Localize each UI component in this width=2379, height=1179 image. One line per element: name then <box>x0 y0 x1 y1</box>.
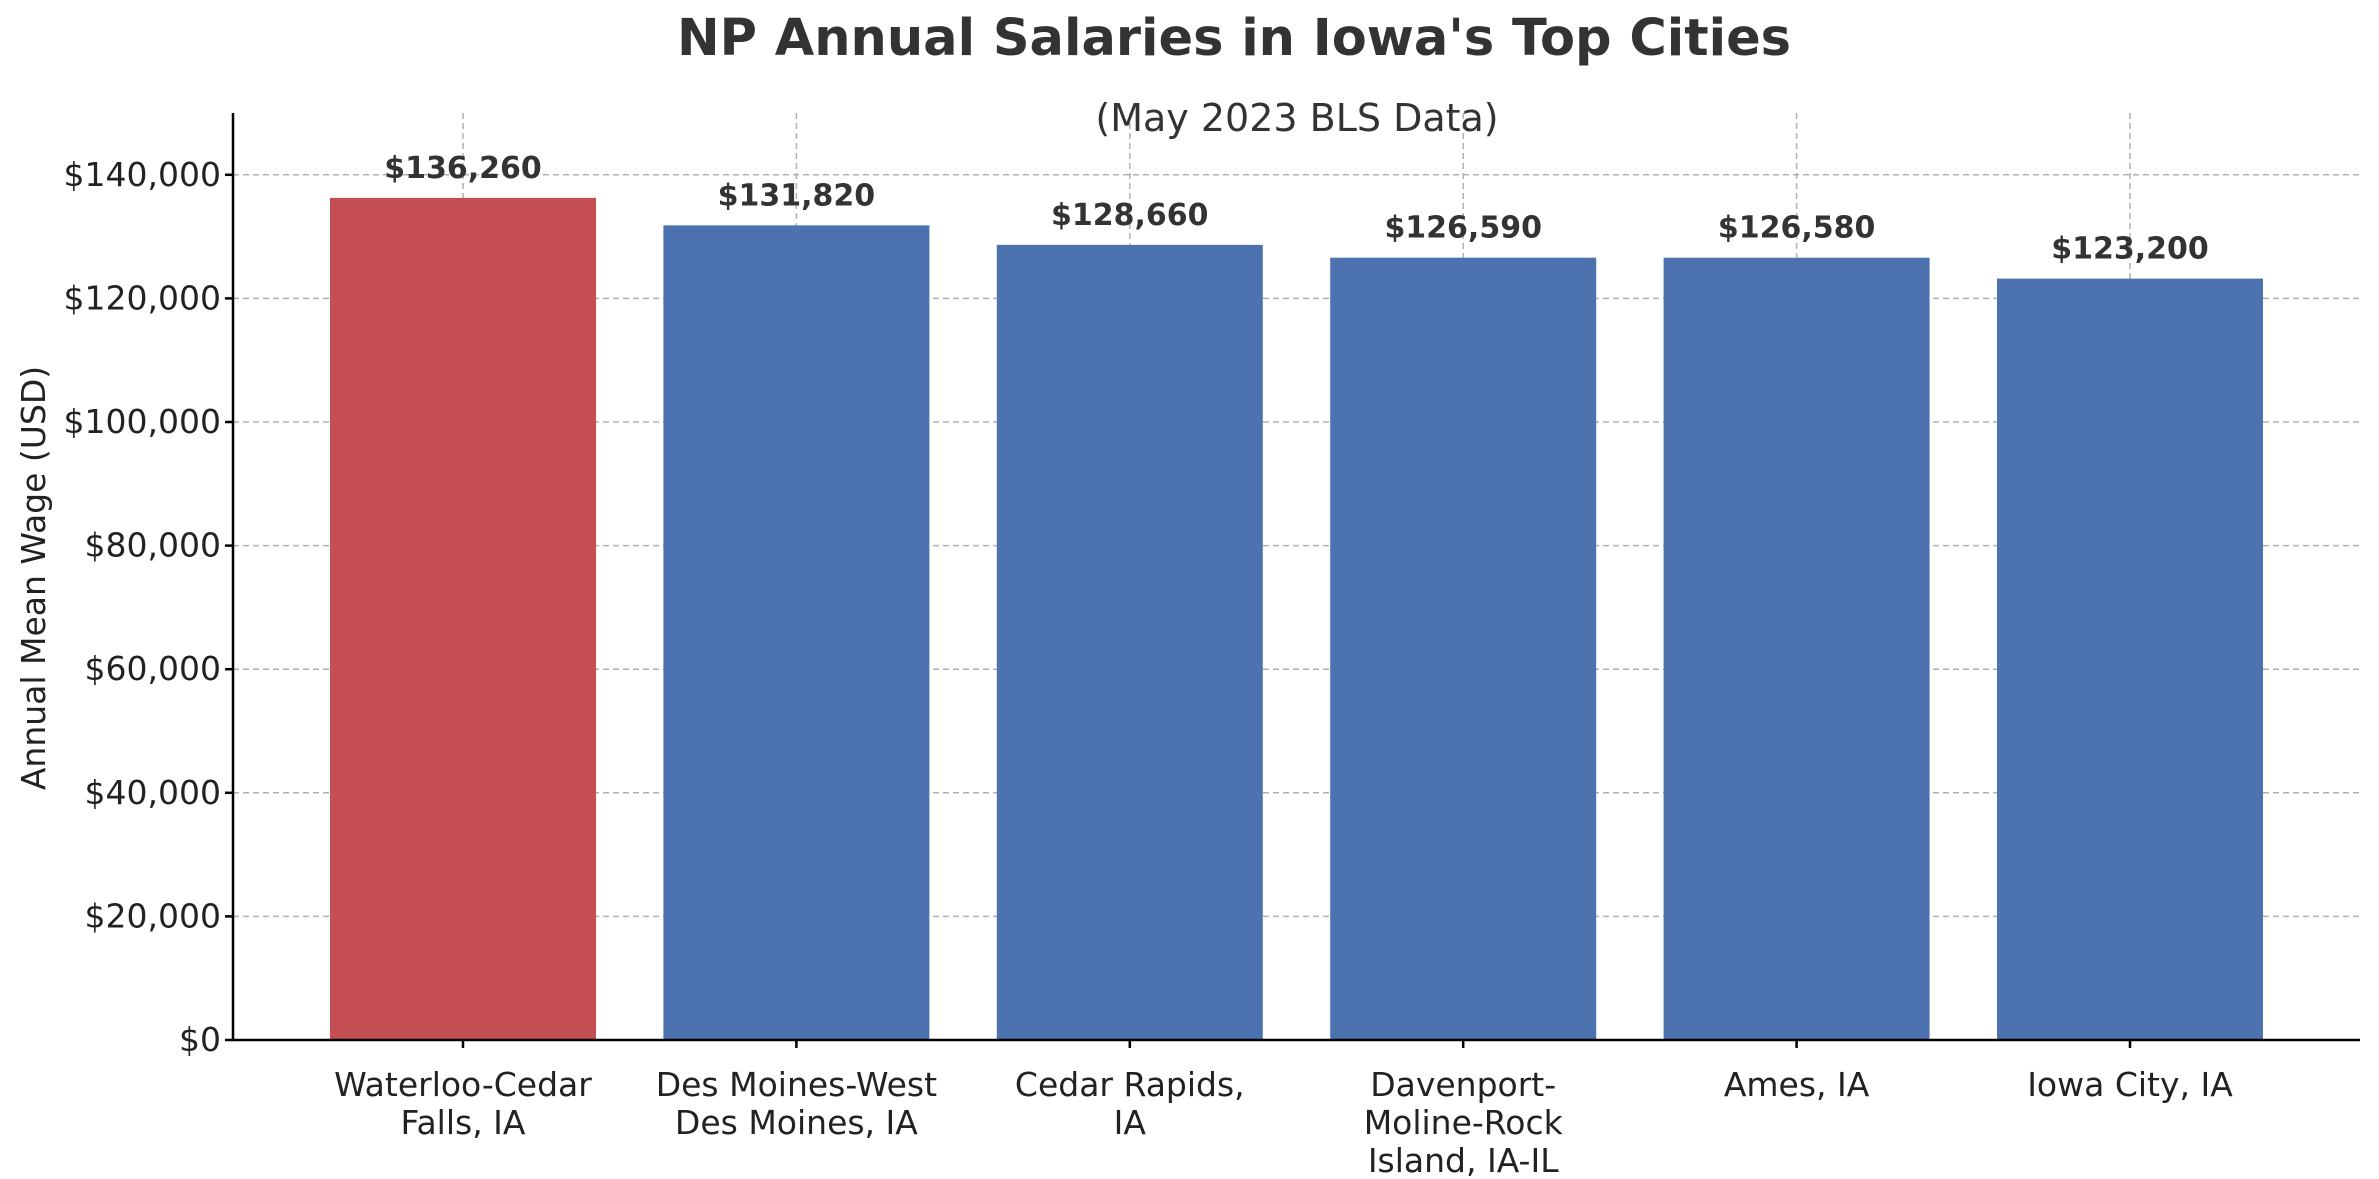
chart-subtitle: (May 2023 BLS Data) <box>1095 96 1498 140</box>
axes-layer: $0 $20,000 $40,000 $60,000 $80,000 $100,000 $1… <box>64 113 2360 1179</box>
x-tick-label: Waterloo-Cedar Falls, IA <box>334 1065 592 1142</box>
x-tick-label-line: Iowa City, IA <box>2027 1065 2233 1104</box>
bar-value-label: $126,590 <box>1384 211 1542 246</box>
bars-layer <box>330 197 2263 1040</box>
x-tick-label-line: Cedar Rapids, <box>1015 1065 1245 1104</box>
bar-value-label: $128,660 <box>1051 198 1209 233</box>
x-tick-label-line: Falls, IA <box>401 1103 526 1142</box>
y-axis-label: Annual Mean Wage (USD) <box>14 366 53 790</box>
y-tick-label: $0 <box>179 1020 221 1059</box>
x-tick-label-line: Ames, IA <box>1724 1065 1870 1104</box>
chart-title: NP Annual Salaries in Iowa's Top Cities <box>677 9 1791 68</box>
x-tick-label: Cedar Rapids, IA <box>1015 1065 1245 1142</box>
y-tick-label: $60,000 <box>85 649 221 688</box>
y-tick-label: $40,000 <box>85 773 221 812</box>
bar <box>1663 257 1930 1040</box>
y-tick-label: $100,000 <box>64 402 221 441</box>
x-tick-label-line: Waterloo-Cedar <box>334 1065 592 1104</box>
x-tick-label: Iowa City, IA <box>2027 1065 2233 1104</box>
bar <box>663 225 930 1040</box>
bar <box>330 197 596 1040</box>
y-tick-label: $20,000 <box>85 896 221 935</box>
x-tick-label-line: Des Moines-West <box>656 1065 937 1104</box>
y-tick-label: $120,000 <box>64 278 221 317</box>
y-tick-label: $140,000 <box>64 155 221 194</box>
bar <box>1997 278 2263 1040</box>
labels-layer: $136,260 $131,820 $128,660 $126,590 $126,580… <box>384 151 2209 267</box>
x-tick-label: Davenport-Moline-Rock Island, IA-IL <box>1364 1065 1564 1179</box>
bar-value-label: $123,200 <box>2051 232 2209 267</box>
bar <box>996 244 1263 1040</box>
x-tick-label-line: Moline-Rock <box>1364 1103 1564 1142</box>
x-tick-label-line: Des Moines, IA <box>675 1103 918 1142</box>
y-tick-label: $80,000 <box>85 526 221 565</box>
bar-value-label: $131,820 <box>718 178 876 213</box>
bar-value-label: $126,580 <box>1718 211 1876 246</box>
bar-value-label: $136,260 <box>384 151 542 186</box>
bar <box>1330 257 1597 1040</box>
x-tick-label-line: Island, IA-IL <box>1368 1141 1559 1179</box>
x-tick-label: Ames, IA <box>1724 1065 1870 1104</box>
x-tick-label-line: IA <box>1114 1103 1147 1142</box>
x-tick-label-line: Davenport- <box>1370 1065 1556 1104</box>
x-tick-label: Des Moines-West Des Moines, IA <box>656 1065 937 1142</box>
